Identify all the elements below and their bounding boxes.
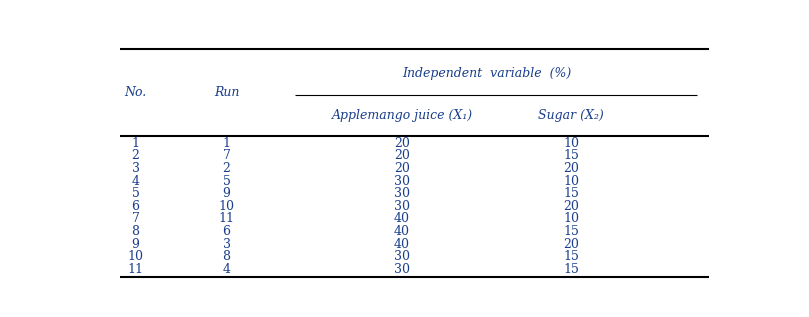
Text: 20: 20 — [394, 137, 410, 150]
Text: 1: 1 — [222, 137, 231, 150]
Text: 9: 9 — [222, 187, 231, 200]
Text: 10: 10 — [218, 200, 235, 213]
Text: Sugar (X₂): Sugar (X₂) — [539, 109, 604, 122]
Text: 6: 6 — [132, 200, 140, 213]
Text: 15: 15 — [563, 263, 579, 276]
Text: 40: 40 — [394, 212, 410, 225]
Text: 6: 6 — [222, 225, 231, 238]
Text: 15: 15 — [563, 149, 579, 162]
Text: 20: 20 — [563, 200, 579, 213]
Text: 7: 7 — [222, 149, 231, 162]
Text: No.: No. — [125, 86, 146, 99]
Text: 3: 3 — [132, 162, 140, 175]
Text: 5: 5 — [132, 187, 139, 200]
Text: 10: 10 — [128, 250, 144, 263]
Text: 11: 11 — [218, 212, 235, 225]
Text: 7: 7 — [132, 212, 139, 225]
Text: 11: 11 — [128, 263, 144, 276]
Text: 8: 8 — [222, 250, 231, 263]
Text: 10: 10 — [563, 175, 579, 188]
Text: 20: 20 — [563, 237, 579, 250]
Text: 8: 8 — [132, 225, 140, 238]
Text: 30: 30 — [394, 187, 410, 200]
Text: 15: 15 — [563, 250, 579, 263]
Text: 1: 1 — [132, 137, 140, 150]
Text: 30: 30 — [394, 263, 410, 276]
Text: 4: 4 — [222, 263, 231, 276]
Text: 5: 5 — [222, 175, 231, 188]
Text: 10: 10 — [563, 212, 579, 225]
Text: 9: 9 — [132, 237, 139, 250]
Text: 30: 30 — [394, 250, 410, 263]
Text: 20: 20 — [563, 162, 579, 175]
Text: 30: 30 — [394, 175, 410, 188]
Text: 15: 15 — [563, 187, 579, 200]
Text: Independent  variable  (%): Independent variable (%) — [402, 67, 571, 80]
Text: 2: 2 — [132, 149, 139, 162]
Text: 20: 20 — [394, 149, 410, 162]
Text: Applemango juice (X₁): Applemango juice (X₁) — [332, 109, 472, 122]
Text: 15: 15 — [563, 225, 579, 238]
Text: 4: 4 — [132, 175, 140, 188]
Text: 10: 10 — [563, 137, 579, 150]
Text: 20: 20 — [394, 162, 410, 175]
Text: 40: 40 — [394, 237, 410, 250]
Text: 3: 3 — [222, 237, 231, 250]
Text: 30: 30 — [394, 200, 410, 213]
Text: 2: 2 — [222, 162, 231, 175]
Text: 40: 40 — [394, 225, 410, 238]
Text: Run: Run — [214, 86, 239, 99]
